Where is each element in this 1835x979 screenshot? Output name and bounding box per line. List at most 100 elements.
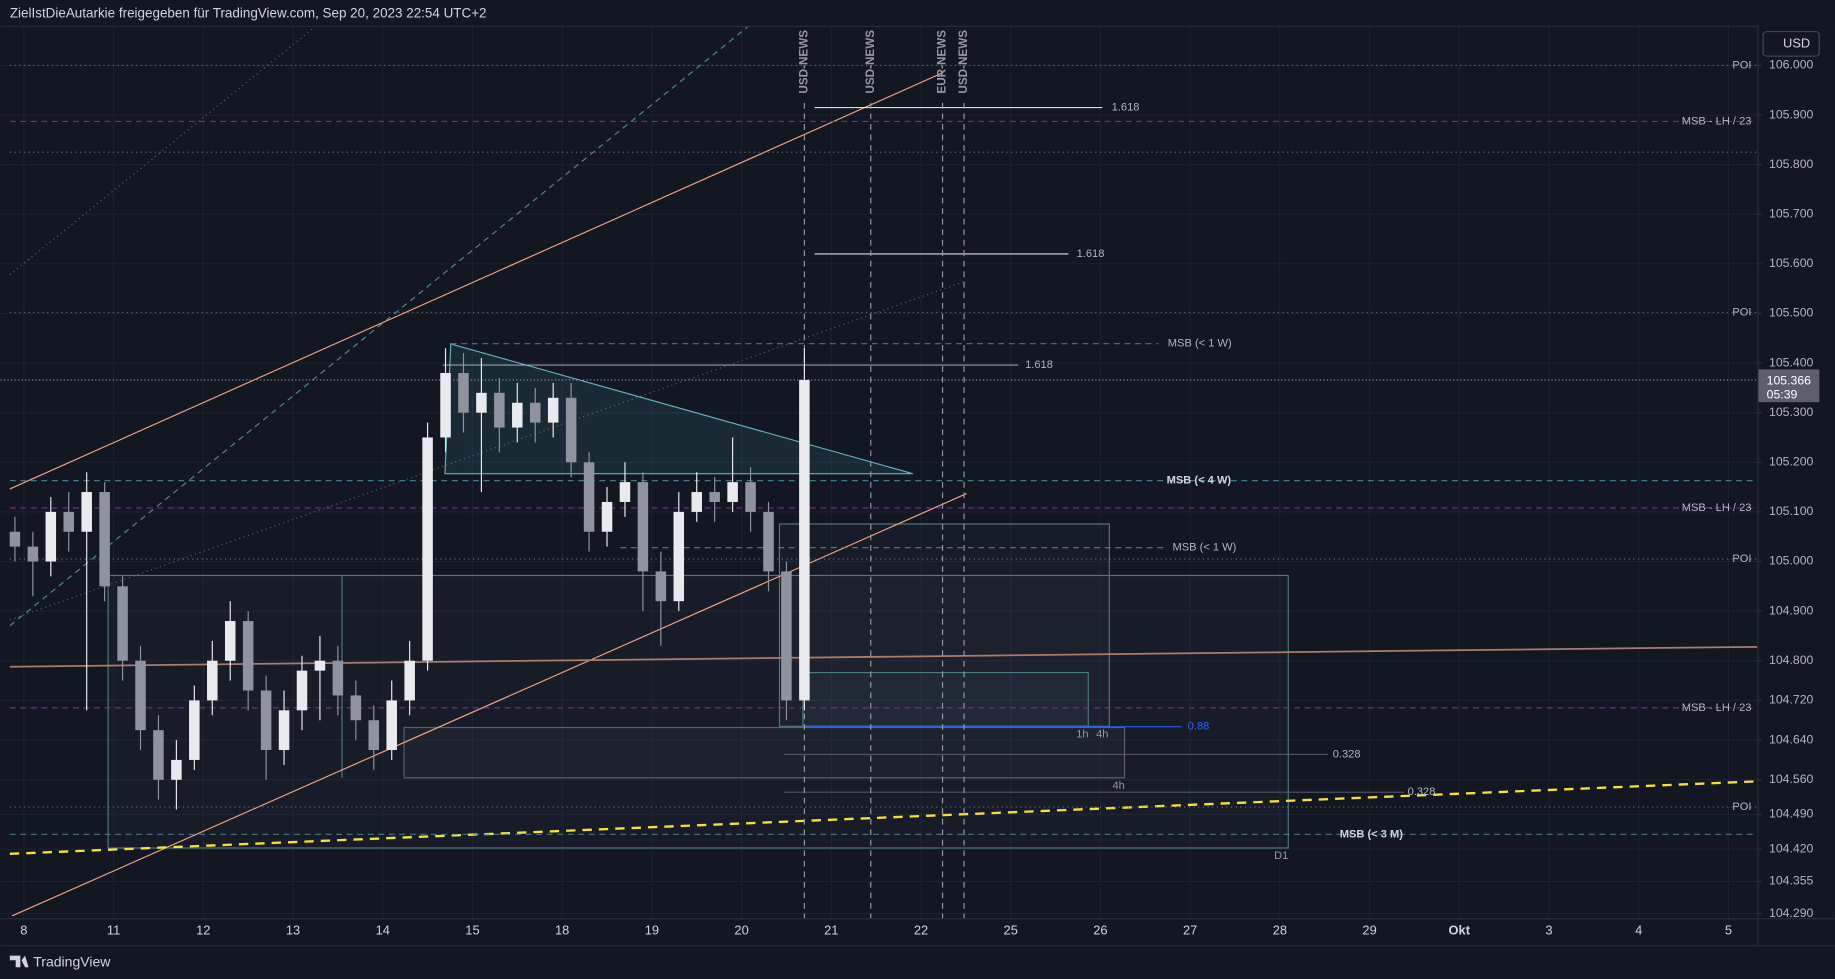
x-tick-label: 15 — [465, 922, 479, 937]
candle-body — [601, 501, 613, 532]
candle-body — [547, 397, 559, 423]
y-tick-label: 104.900 — [1769, 603, 1814, 617]
x-tick-label: 11 — [107, 922, 120, 937]
header-bar — [0, 0, 1835, 26]
candle-body — [799, 379, 810, 701]
x-tick-label: 29 — [1362, 922, 1376, 937]
candle-body — [224, 621, 236, 661]
axes: 8 11 12 13 14 15 18 19 20 21 22 25 26 27 28 29 Okt 3 4 5 106… — [20, 58, 1820, 937]
x-tick-label: 26 — [1093, 922, 1107, 937]
candle-body — [655, 571, 667, 602]
candle-body — [386, 700, 397, 751]
x-tick-label: 18 — [555, 922, 569, 937]
candle-body — [440, 372, 451, 438]
y-tick-label: 104.800 — [1769, 653, 1814, 667]
candle-body — [63, 511, 75, 532]
horizontal-ray — [9, 645, 1758, 668]
y-tick-label: 104.420 — [1769, 841, 1814, 855]
candle-body — [189, 700, 200, 760]
level-label: MSB (< 3 M) — [1340, 828, 1404, 840]
level-label: 1.618 — [1025, 359, 1053, 371]
currency-button[interactable] — [1762, 30, 1820, 57]
candle-body — [458, 372, 469, 413]
level-label: POI — [1732, 801, 1751, 813]
trend-line — [9, 25, 750, 627]
x-tick-label: Okt — [1449, 922, 1471, 937]
candle-body — [171, 759, 182, 780]
candle-body — [350, 695, 362, 721]
candle-body — [242, 621, 254, 691]
candle-body — [314, 660, 326, 671]
zone-box — [802, 671, 1089, 727]
y-tick-label: 104.290 — [1769, 906, 1814, 920]
level-label: 0.88 — [1188, 721, 1210, 733]
level-label: POI — [1732, 553, 1751, 565]
box-label: 1h — [1076, 728, 1088, 740]
candle-body — [727, 482, 738, 502]
last-price-label: 105.366 — [1767, 373, 1812, 387]
candle-body — [135, 660, 146, 731]
candle-body — [637, 482, 649, 572]
event-label: USD-NEWS — [864, 30, 877, 94]
x-tick-label: 28 — [1273, 922, 1287, 937]
candle-body — [207, 660, 218, 701]
y-tick-label: 104.560 — [1769, 772, 1814, 786]
x-tick-label: 20 — [734, 922, 748, 937]
level-label: MSB (< 1 W) — [1168, 338, 1232, 350]
y-tick-label: 105.500 — [1769, 306, 1814, 320]
box-label: 4h — [1096, 728, 1108, 740]
candle-body — [422, 437, 433, 661]
candle-body — [512, 402, 523, 428]
level-label: 0.328 — [1333, 748, 1361, 760]
candle-body — [691, 492, 702, 512]
x-tick-label: 5 — [1725, 922, 1732, 937]
candle-body — [709, 492, 720, 502]
level-label: MSB - LH / 23 — [1682, 702, 1752, 714]
y-tick-label: 105.700 — [1769, 206, 1814, 220]
x-tick-label: 8 — [20, 922, 27, 937]
zone-box — [403, 726, 1126, 779]
candle-body — [565, 397, 577, 463]
y-tick-label: 106.000 — [1769, 58, 1814, 72]
y-tick-label: 104.720 — [1769, 693, 1814, 707]
level-label: MSB (< 4 W) — [1167, 475, 1232, 487]
x-tick-label: 27 — [1183, 922, 1197, 937]
event-label: USD-NEWS — [797, 30, 810, 94]
y-tick-label: 104.490 — [1769, 807, 1814, 821]
candle-body — [619, 482, 631, 502]
y-tick-label: 105.400 — [1769, 355, 1814, 369]
candle-body — [673, 511, 685, 602]
box-labels: 1h 4h 4h D1 — [1076, 728, 1288, 862]
zone-box — [107, 574, 1289, 849]
y-tick-label: 105.000 — [1769, 554, 1814, 568]
candle-body — [476, 392, 487, 413]
y-tick-label: 104.640 — [1769, 732, 1814, 746]
candle-body — [9, 531, 21, 547]
x-tick-label: 25 — [1004, 922, 1018, 937]
candle-body — [153, 730, 164, 780]
brand-name: TradingView — [33, 953, 111, 969]
candle-body — [494, 392, 505, 428]
candle-body — [529, 402, 541, 423]
y-tick-label: 105.300 — [1769, 405, 1814, 419]
y-tick-label: 105.900 — [1769, 107, 1814, 121]
box-label: D1 — [1274, 850, 1288, 862]
level-label: 1.618 — [1077, 248, 1105, 260]
y-tick-label: 105.100 — [1769, 504, 1814, 518]
candle-body — [583, 462, 595, 532]
candles — [9, 348, 810, 810]
zone-box — [778, 523, 1110, 727]
x-tick-label: 21 — [824, 922, 838, 937]
grid — [0, 25, 1758, 919]
countdown-label: 05:39 — [1767, 387, 1798, 401]
last-price-tag — [1758, 369, 1820, 403]
candle-body — [117, 586, 128, 661]
y-tick-label: 105.800 — [1769, 157, 1814, 171]
trend-line — [9, 280, 967, 621]
currency-button-text[interactable]: USD — [1783, 35, 1810, 50]
trend-line — [9, 780, 1758, 856]
candle-body — [745, 482, 756, 512]
x-tick-label: 19 — [645, 922, 659, 937]
